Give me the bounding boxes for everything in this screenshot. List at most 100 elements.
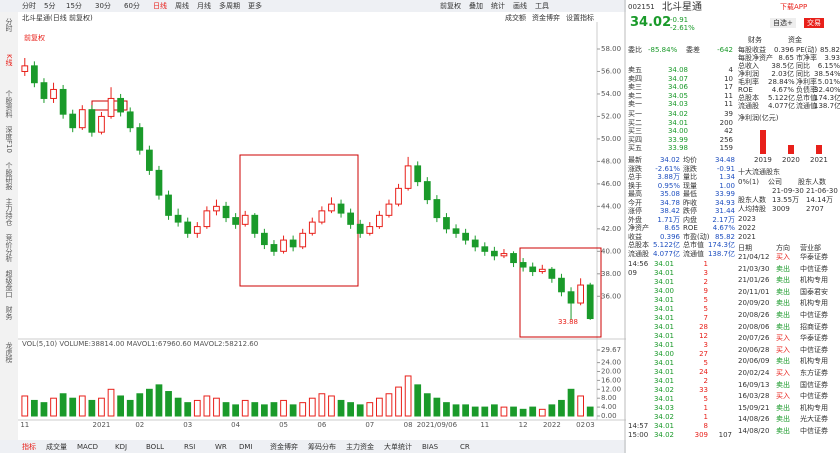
trade: 15:00 (628, 431, 649, 439)
trade: 2 (703, 278, 708, 286)
x-tick-label: 07 (365, 421, 374, 429)
x-tick-label: 2021/09/06 (417, 421, 458, 429)
indicator-tab[interactable]: CR (460, 443, 470, 451)
list-item: 卖出 (776, 322, 790, 331)
link[interactable]: 下载APP (780, 3, 808, 11)
list-item: 20/08/06 (738, 322, 770, 331)
tool-button[interactable]: 画线 (513, 2, 527, 10)
trade: 27 (699, 350, 708, 358)
volume-bar (433, 397, 441, 417)
fin-item: 5.122亿 (768, 94, 796, 102)
period-tab[interactable]: 5分 (44, 2, 56, 10)
indicator-tab[interactable]: BOLL (146, 443, 164, 451)
tool-button[interactable]: 工具 (535, 2, 549, 10)
candle-body (69, 113, 77, 129)
book-label: 买四 (628, 135, 642, 144)
trade: 5 (703, 395, 708, 403)
tab[interactable]: 资金 (788, 36, 802, 44)
indicator-tab[interactable]: DMI (239, 443, 253, 451)
indicator-tab[interactable]: RSI (184, 443, 196, 451)
tool-link[interactable]: 资金博弈 (532, 14, 560, 22)
period-tab[interactable]: 15分 (66, 2, 82, 10)
side-tab[interactable]: K线 (5, 54, 13, 66)
side-tab[interactable]: 个股资料 (5, 90, 13, 118)
candle-body (251, 214, 259, 234)
volume-bar (529, 406, 537, 417)
stat: 涨跌 (628, 164, 642, 173)
tool-button[interactable]: 叠加 (469, 2, 483, 10)
volume-bar (69, 397, 77, 417)
period-tab[interactable]: 月线 (197, 2, 211, 10)
trade: 34.01 (653, 377, 674, 385)
period-tab[interactable]: 日线 (153, 2, 167, 10)
side-tab[interactable]: 分时 (5, 18, 13, 32)
side-tab[interactable]: 深度F10 (5, 126, 13, 153)
candle-body (203, 210, 211, 228)
side-tab[interactable]: 财务 (5, 306, 13, 320)
book-volume: 4 (728, 66, 733, 74)
candle-body (40, 82, 48, 99)
stat: 35.08 (659, 190, 680, 198)
candle-body (146, 149, 153, 171)
side-tab[interactable]: 主力持仓 (5, 198, 13, 226)
side-tab[interactable]: 超级盘口 (5, 270, 13, 298)
fin-item: 138.7亿 (814, 102, 840, 110)
stat: 涨跌 (683, 164, 697, 173)
candle-body (270, 244, 278, 252)
period-tab[interactable]: 多周期 (219, 2, 240, 10)
tab[interactable]: 财务 (748, 36, 762, 44)
volume-bar (308, 397, 316, 417)
list-item: 中信证券 (800, 345, 828, 354)
indicator-tab[interactable]: KDJ (115, 443, 128, 451)
tool-button[interactable]: 前复权 (440, 2, 461, 10)
tool-link[interactable]: 成交额 (505, 14, 526, 22)
volume-bar (98, 397, 105, 417)
period-tab[interactable]: 周线 (175, 2, 189, 10)
volume-bar (299, 402, 307, 417)
indicator-tab[interactable]: BIAS (422, 443, 439, 451)
period-tab[interactable]: 30分 (95, 2, 111, 10)
x-tick-label: 03 (183, 421, 192, 429)
volume-bar (174, 397, 182, 417)
indicator-tab[interactable]: 指标 (22, 443, 36, 451)
year-label: 2021 (810, 156, 828, 164)
y-tick-label: 12.00 (601, 385, 621, 393)
stat: 2.17万 (712, 215, 735, 224)
stat: 1.00 (719, 181, 735, 190)
label: 13.55万 (772, 196, 800, 204)
volume-bar (107, 388, 115, 417)
indicator-tab[interactable]: 主力资金 (346, 443, 374, 451)
side-tab[interactable]: 龙虎榜 (5, 342, 13, 363)
chart-title: 北斗星通(日线 前复权) (22, 14, 93, 22)
side-tab[interactable]: 个股研报 (5, 162, 13, 190)
trade: 1 (703, 260, 708, 268)
indicator-tab[interactable]: WR (215, 443, 227, 451)
trade: 34.01 (653, 260, 674, 268)
fin-item: 负债率 (796, 86, 817, 94)
side-tab[interactable]: 竞价分析 (5, 234, 13, 262)
tool-link[interactable]: 设置指标 (566, 14, 594, 22)
period-tab[interactable]: 60分 (124, 2, 140, 10)
period-tab[interactable]: 更多 (248, 2, 262, 10)
tool-button[interactable]: 统计 (491, 2, 505, 10)
period-tab[interactable]: 分时 (22, 2, 36, 10)
button[interactable]: 自选+ (770, 18, 796, 28)
volume-bar (558, 399, 565, 417)
label: 2707 (806, 205, 824, 213)
candle-body (443, 217, 450, 230)
year-label: 2020 (782, 156, 800, 164)
button[interactable]: 交易 (804, 18, 824, 28)
change: -0.91 (670, 16, 689, 24)
indicator-tab[interactable]: MACD (77, 443, 98, 451)
y-tick-label: 42.00 (601, 225, 621, 233)
indicator-tab[interactable]: 资金博弈 (270, 443, 298, 451)
indicator-tab[interactable]: 大单统计 (384, 443, 412, 451)
indicator-tab[interactable]: 筹码分布 (308, 443, 336, 451)
highlight-box (239, 154, 359, 287)
volume-bar (280, 399, 287, 417)
y-tick-label: 54.00 (601, 90, 621, 98)
indicator-tab[interactable]: 成交量 (46, 443, 67, 451)
fin-item: 174.3亿 (814, 94, 840, 102)
stat: 0.95% (657, 181, 680, 190)
